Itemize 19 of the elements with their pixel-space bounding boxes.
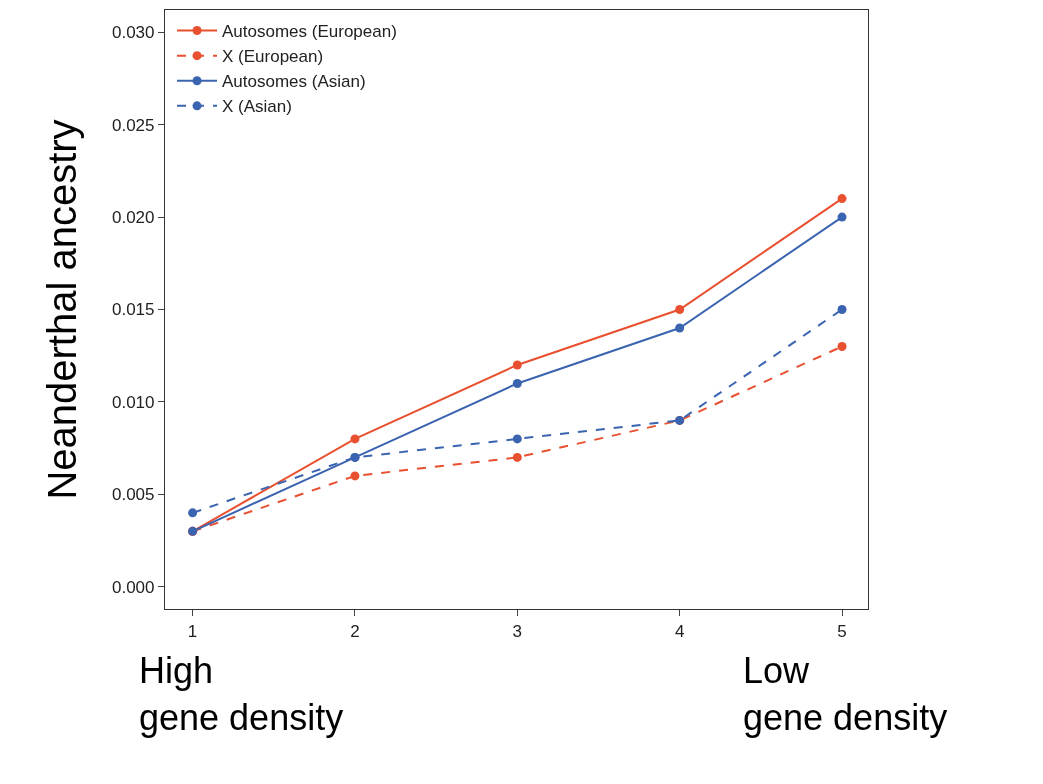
x-tick-label: 3: [512, 621, 523, 641]
legend-label: Autosomes (Asian): [222, 72, 366, 92]
y-tick-label: 0.005: [111, 485, 155, 505]
x-tick-label: 2: [350, 621, 360, 641]
x-tick-label: 5: [837, 621, 847, 641]
x-tick-label: 4: [674, 621, 685, 641]
y-tick-label: 0.000: [111, 577, 155, 597]
y-tick-label: 0.020: [111, 208, 155, 228]
y-tick-label: 0.010: [111, 392, 155, 412]
legend-label: Autosomes (European): [222, 22, 397, 42]
text: Low gene density: [743, 650, 948, 738]
y-tick-label: 0.025: [111, 115, 155, 135]
legend-label: X (European): [222, 47, 324, 67]
y-tick-label: 0.030: [111, 23, 155, 43]
text: High gene density: [139, 650, 344, 738]
x-tick-label: 1: [187, 621, 198, 641]
y-tick-label: 0.015: [111, 300, 155, 320]
legend-label: X (Asian): [222, 97, 292, 117]
y-axis-title: Neanderthal ancestry: [40, 119, 85, 500]
